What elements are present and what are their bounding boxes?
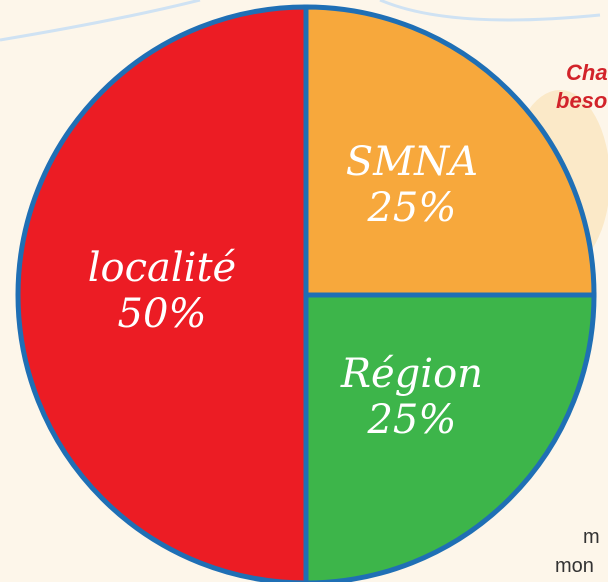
slice-label: SMNA: [346, 139, 478, 185]
slice-label: Région: [340, 351, 483, 397]
slice-label: localité: [88, 245, 236, 291]
slice-value-label: 25%: [366, 185, 456, 231]
pie-slice: [303, 4, 597, 298]
map-line: [0, 0, 601, 42]
annotation: Cha: [566, 60, 608, 85]
annotation: mon: [555, 555, 594, 577]
pie-slice: [15, 4, 309, 582]
slice-value-label: 25%: [366, 397, 456, 443]
pie-slice: [303, 292, 597, 582]
slice-value-label: 50%: [118, 291, 207, 337]
annotation: beso: [556, 88, 607, 113]
annotation: m: [583, 526, 600, 548]
